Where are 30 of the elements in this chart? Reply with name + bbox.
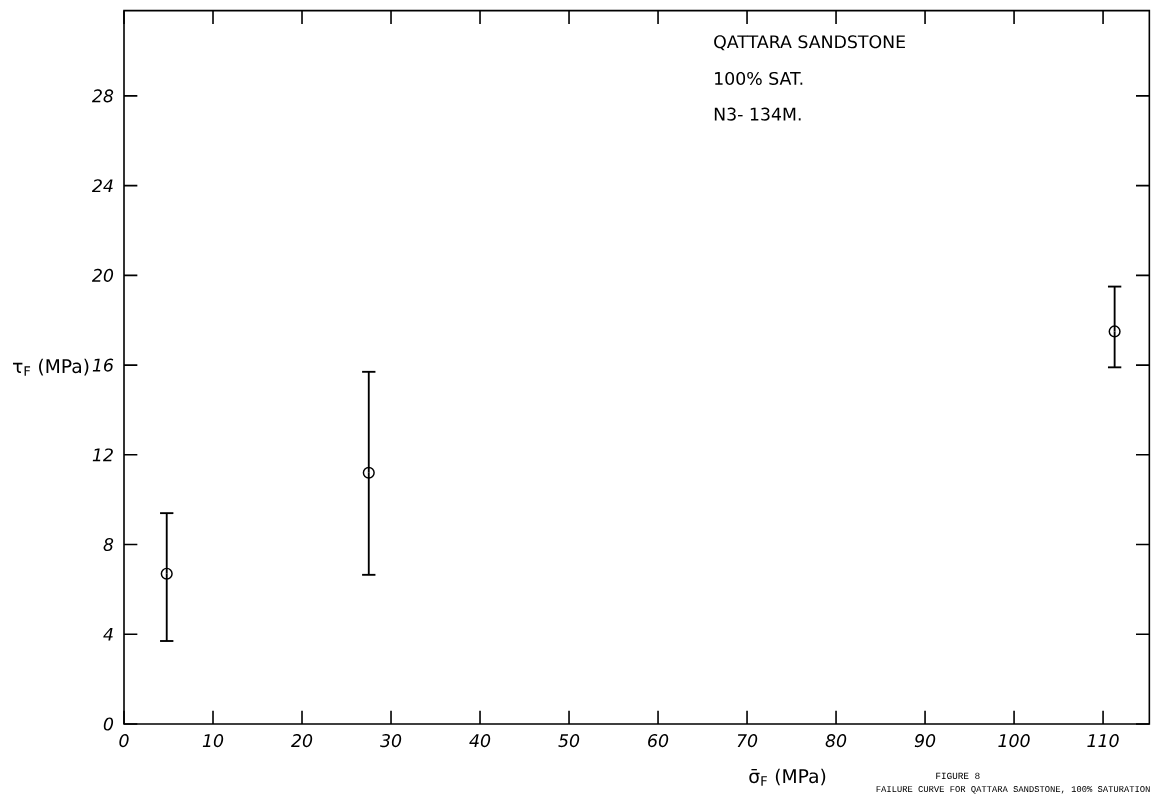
x-tick-label: 10 (202, 734, 224, 748)
point (160, 567, 173, 580)
x-tick-label: 70 (737, 734, 758, 748)
x-tick-label: 90 (914, 734, 936, 748)
y-tick-label: 8 (103, 537, 114, 552)
y-tick-label: 0 (103, 717, 114, 731)
x-tick-label: 100 (998, 734, 1030, 748)
caption: FIGURE 8 (936, 772, 980, 780)
annotation: N3- 134M. (714, 107, 801, 121)
annotation: 100% SAT. (715, 71, 803, 85)
y-tick-label: 24 (91, 179, 113, 193)
y-tick-label: 4 (103, 627, 113, 641)
x-tick-label: 30 (380, 734, 402, 748)
x-tick-label: 60 (648, 734, 669, 748)
point (1108, 325, 1121, 338)
y-tick-label: 28 (91, 89, 114, 103)
x-tick-label: 20 (291, 734, 313, 748)
x-axis-title: σ̄$_{F}$ (MPa) (749, 768, 826, 786)
annotation: QATTARA SANDSTONE (714, 35, 905, 51)
y-tick-label: 20 (91, 268, 114, 282)
x-tick-label: 110 (1087, 734, 1119, 748)
x-tick-label: 40 (469, 734, 491, 748)
y-tick-label: 12 (92, 448, 113, 462)
point (362, 466, 375, 479)
y-axis-title: τ$_{F}$ (MPa) (13, 358, 89, 376)
x-tick-label: 80 (825, 734, 847, 748)
y-tick-label: 16 (92, 358, 114, 372)
x-tick-label: 50 (558, 734, 580, 748)
x-tick-label: 0 (119, 734, 129, 748)
text: FAILURE CURVE FOR QATTARA SANDSTONE, 100% SATURATION (876, 786, 1150, 794)
